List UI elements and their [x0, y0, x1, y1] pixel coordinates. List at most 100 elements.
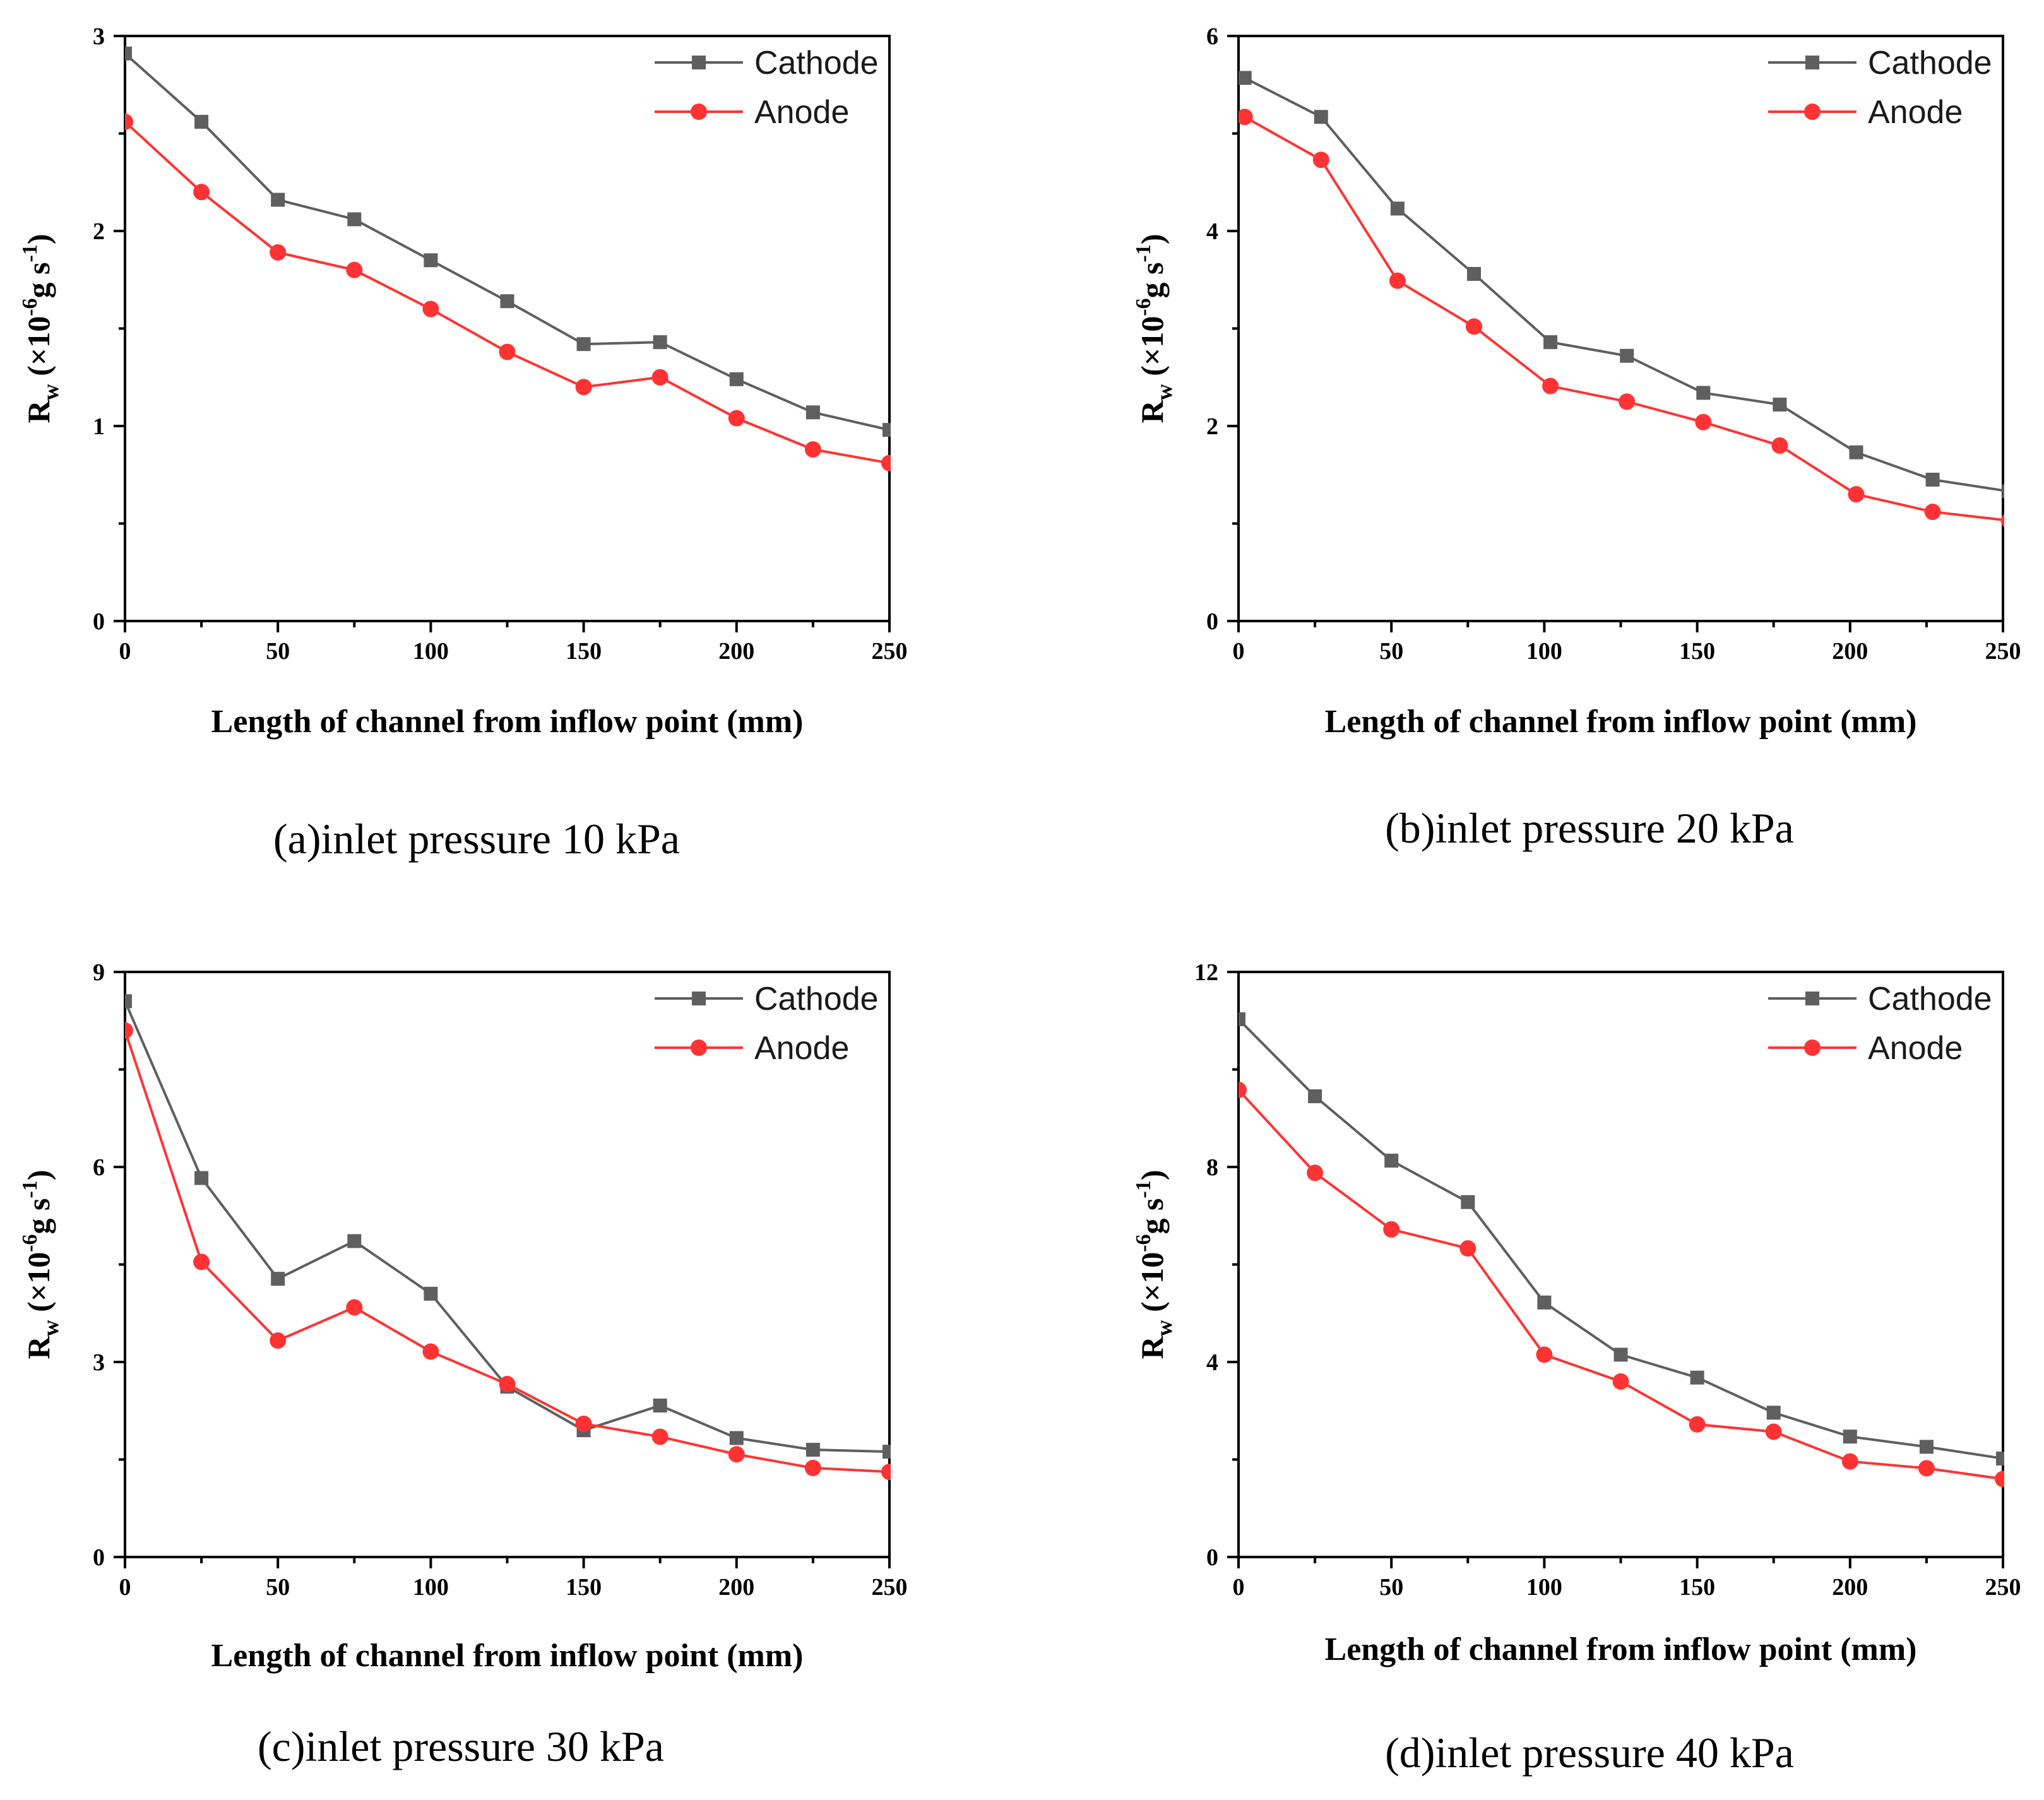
x-tick-label: 200: [718, 1574, 754, 1601]
chart-panel-4: 0 50 100 150 200 250 0 4 8 12 Length of channel fr…: [1132, 959, 2021, 1777]
x-axis-label: Length of channel from inflow point (mm): [1325, 704, 1917, 740]
data-layer: [125, 994, 891, 1481]
data-point-cathode: [1773, 398, 1787, 412]
y-axis-label: Rw (×10-6g s-1): [1132, 1169, 1177, 1359]
y-tick-label: 6: [93, 1154, 105, 1181]
data-point-anode: [346, 261, 363, 278]
data-point-anode: [1612, 1373, 1629, 1390]
x-tick-label: 150: [566, 638, 602, 665]
panel-caption: (d)inlet pressure 40 kPa: [1385, 1729, 1794, 1777]
data-point-anode: [575, 1415, 592, 1432]
x-axis-label: Length of channel from inflow point (mm): [1325, 1631, 1917, 1667]
data-point-anode: [1995, 1471, 2004, 1488]
data-point-cathode: [1543, 335, 1558, 350]
data-point-cathode: [1843, 1430, 1857, 1444]
y-tick-label: 2: [93, 218, 105, 245]
data-point-anode: [1239, 1081, 1247, 1098]
data-point-cathode: [653, 335, 667, 350]
data-point-anode: [1312, 151, 1329, 169]
legend-marker-anode: [1804, 1039, 1821, 1056]
legend-marker-cathode: [1805, 56, 1819, 69]
data-point-anode: [2000, 514, 2004, 528]
x-axis-label: Length of channel from inflow point (mm): [211, 1638, 804, 1674]
legend-marker-anode: [691, 1039, 707, 1056]
y-tick-label: 4: [1206, 1349, 1218, 1376]
data-point-cathode: [1696, 386, 1711, 400]
data-point-cathode: [424, 253, 438, 268]
data-point-anode: [1695, 413, 1712, 430]
data-point-cathode: [653, 1399, 667, 1413]
legend-label-anode: Anode: [1868, 94, 1963, 131]
legend-label-anode: Anode: [1868, 1030, 1963, 1067]
data-point-anode: [1918, 1460, 1935, 1477]
data-point-cathode: [882, 423, 891, 437]
y-tick-label: 3: [93, 1349, 105, 1376]
chart-panel-3: 0 50 100 150 200 250 0 3 6 9 Length of channel fro…: [18, 959, 908, 1770]
data-point-anode: [651, 1428, 668, 1445]
data-point-cathode: [1239, 1012, 1245, 1026]
series-line-cathode: [1244, 76, 2004, 492]
panel-caption: (c)inlet pressure 30 kPa: [258, 1722, 664, 1770]
data-point-cathode: [1390, 201, 1405, 216]
x-tick-label: 150: [1679, 638, 1715, 665]
data-point-anode: [1542, 377, 1559, 394]
data-point-anode: [1389, 272, 1406, 289]
data-point-cathode: [576, 337, 591, 352]
x-tick-label: 250: [1985, 638, 2021, 665]
data-point-cathode: [729, 372, 744, 386]
data-layer: [125, 46, 891, 471]
data-point-cathode: [1466, 266, 1481, 281]
y-tick-label: 0: [93, 608, 105, 635]
data-point-anode: [1924, 503, 1941, 520]
data-point-anode: [728, 410, 745, 427]
data-point-cathode: [194, 114, 209, 129]
y-tick-label: 1: [93, 413, 105, 440]
data-point-anode: [422, 300, 439, 317]
x-tick-label: 200: [1832, 638, 1868, 665]
data-point-cathode: [194, 1171, 209, 1185]
data-point-anode: [1689, 1416, 1706, 1433]
y-tick-label: 6: [1206, 23, 1218, 50]
data-point-anode: [1307, 1164, 1324, 1181]
data-point-cathode: [125, 994, 132, 1009]
data-point-cathode: [1308, 1089, 1322, 1103]
data-point-anode: [125, 1022, 133, 1039]
data-point-cathode: [805, 1443, 820, 1457]
y-tick-label: 2: [1206, 413, 1218, 440]
data-point-anode: [499, 343, 516, 360]
legend-marker-anode: [691, 104, 707, 120]
chart-panel-1: 0 50 100 150 200 250 0 1 2 3 Length of channel fro…: [18, 23, 908, 863]
data-point-cathode: [1613, 1347, 1628, 1362]
data-point-anode: [1465, 318, 1482, 335]
x-tick-label: 50: [266, 1574, 290, 1601]
data-point-anode: [1239, 109, 1253, 126]
data-point-anode: [1536, 1346, 1553, 1363]
x-tick-label: 250: [1985, 1574, 2021, 1601]
x-tick-label: 100: [1526, 638, 1562, 665]
data-point-anode: [575, 379, 592, 396]
y-tick-label: 0: [1206, 608, 1218, 635]
data-point-anode: [881, 1464, 891, 1481]
data-point-cathode: [1996, 1451, 2004, 1465]
series-line-anode: [125, 1030, 890, 1474]
y-tick-label: 12: [1194, 959, 1218, 986]
panel-caption: (a)inlet pressure 10 kPa: [273, 815, 680, 863]
x-tick-label: 250: [872, 638, 908, 665]
x-tick-label: 100: [1526, 1574, 1562, 1601]
x-tick-label: 150: [566, 1574, 602, 1601]
data-point-anode: [1771, 437, 1788, 454]
data-point-cathode: [1314, 110, 1328, 124]
y-axis-label: Rw (×10-6g s-1): [1132, 234, 1177, 423]
legend-label-anode: Anode: [754, 1030, 849, 1067]
y-tick-label: 9: [93, 959, 105, 986]
series-line-anode: [1239, 1089, 2004, 1481]
data-point-anode: [881, 454, 891, 471]
data-point-cathode: [271, 192, 285, 207]
data-point-cathode: [1461, 1195, 1475, 1209]
legend-label-anode: Anode: [754, 94, 849, 131]
x-tick-label: 100: [413, 1574, 449, 1601]
data-point-cathode: [1690, 1370, 1704, 1385]
data-point-anode: [804, 441, 821, 458]
x-tick-label: 50: [266, 638, 290, 665]
